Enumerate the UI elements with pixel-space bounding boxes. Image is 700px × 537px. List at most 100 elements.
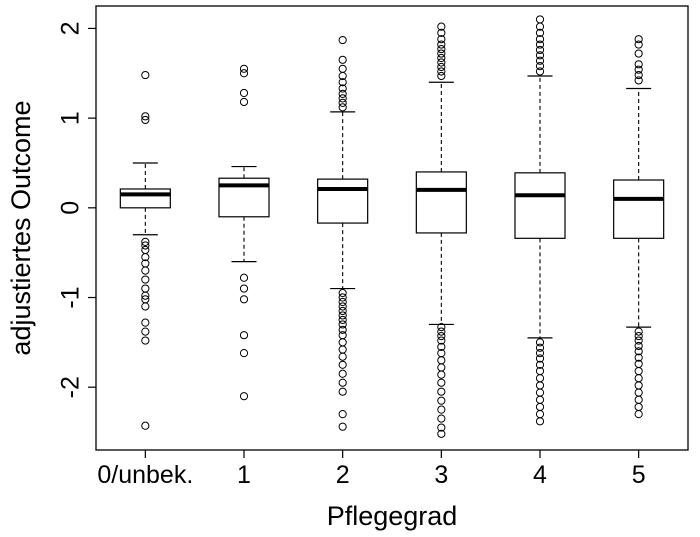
outlier-point [338, 331, 347, 340]
outlier-point [141, 245, 150, 255]
outlier-point [535, 381, 545, 390]
outlier-point [535, 343, 545, 352]
outlier-point [634, 402, 643, 412]
box-iqr [415, 171, 467, 234]
outlier-point [141, 115, 150, 125]
outlier-point [634, 70, 643, 80]
outlier-point [141, 237, 150, 247]
outlier-point [437, 327, 446, 336]
outlier-point [338, 387, 347, 396]
outlier-point [437, 28, 446, 38]
outlier-point [634, 353, 643, 362]
outlier-point [634, 76, 643, 85]
outlier-point [535, 15, 545, 24]
outlier-point [437, 387, 446, 396]
outlier-point [437, 429, 446, 438]
y-axis-label: adjustiertes Outcome [6, 100, 36, 355]
outlier-point [535, 360, 545, 369]
outlier-point [338, 311, 347, 320]
box-iqr [317, 178, 369, 224]
outlier-point [535, 374, 545, 383]
outlier-point [239, 331, 249, 340]
outlier-point [634, 40, 643, 49]
outlier-point [338, 297, 347, 307]
outlier-point [437, 356, 446, 365]
outlier-point [338, 378, 347, 387]
outlier-point [535, 67, 545, 76]
outlier-point [437, 49, 446, 58]
outlier-point [141, 421, 150, 430]
box-groups [119, 15, 665, 438]
outlier-point [437, 423, 446, 432]
x-tick-label: 1 [237, 461, 251, 489]
outlier-point [634, 347, 643, 356]
outlier-point [535, 51, 545, 60]
outlier-point [634, 35, 643, 44]
outlier-point [141, 253, 150, 262]
outlier-point [338, 320, 347, 329]
outlier-point [535, 22, 545, 31]
outlier-point [634, 388, 643, 397]
x-tick-label: 2 [336, 461, 350, 489]
outlier-point [338, 84, 347, 93]
outlier-point [141, 284, 150, 293]
box-iqr [119, 188, 171, 209]
outlier-point [239, 349, 249, 358]
outlier-point [437, 396, 446, 405]
outlier-point [535, 349, 545, 358]
outlier-point [141, 275, 150, 284]
outlier-point [535, 61, 545, 71]
outlier-point [141, 336, 150, 345]
outlier-point [239, 97, 249, 107]
outlier-point [338, 103, 347, 112]
outlier-point [437, 414, 446, 423]
x-tick-label: 0/unbek. [97, 461, 193, 489]
outlier-point [338, 35, 347, 45]
outlier-point [437, 363, 446, 372]
outlier-point [535, 35, 545, 44]
outlier-point [535, 354, 545, 363]
outlier-point [634, 374, 643, 383]
y-tick-label: 0 [57, 201, 85, 215]
outlier-point [535, 56, 545, 65]
box-group [613, 35, 665, 419]
outlier-point [634, 49, 643, 58]
outlier-point [634, 336, 643, 345]
outlier-point [634, 366, 643, 376]
y-tick-label: -2 [57, 376, 85, 398]
outlier-point [437, 370, 446, 379]
outlier-point [437, 71, 446, 81]
outlier-point [338, 288, 347, 298]
outlier-point [535, 410, 545, 419]
outlier-point [437, 331, 446, 341]
outlier-point [338, 422, 347, 431]
box-iqr [613, 179, 665, 239]
outlier-point [437, 342, 446, 351]
x-axis-label: Pflegegrad [327, 501, 458, 531]
y-tick-label: 1 [57, 111, 85, 125]
outlier-point [634, 395, 643, 404]
outlier-point [437, 405, 446, 414]
outlier-point [535, 338, 545, 347]
y-axis: -2 -1 0 1 2 [57, 21, 96, 398]
outlier-point [141, 266, 150, 275]
outlier-point [338, 369, 347, 378]
box-group [218, 64, 270, 401]
outlier-point [338, 71, 347, 81]
outlier-point [338, 315, 347, 325]
outlier-point [437, 44, 446, 54]
x-tick-label: 5 [632, 461, 646, 489]
outlier-point [239, 88, 249, 98]
plot-frame [95, 5, 689, 451]
outlier-point [535, 45, 545, 55]
outlier-point [634, 327, 643, 336]
outlier-point [141, 112, 150, 121]
y-tick-label: 2 [57, 21, 85, 35]
outlier-point [141, 327, 150, 336]
box-group [415, 22, 467, 438]
outlier-point [634, 410, 643, 419]
outlier-point [634, 341, 643, 351]
box-iqr [514, 172, 566, 239]
outlier-point [239, 284, 249, 293]
outlier-point [141, 241, 150, 250]
